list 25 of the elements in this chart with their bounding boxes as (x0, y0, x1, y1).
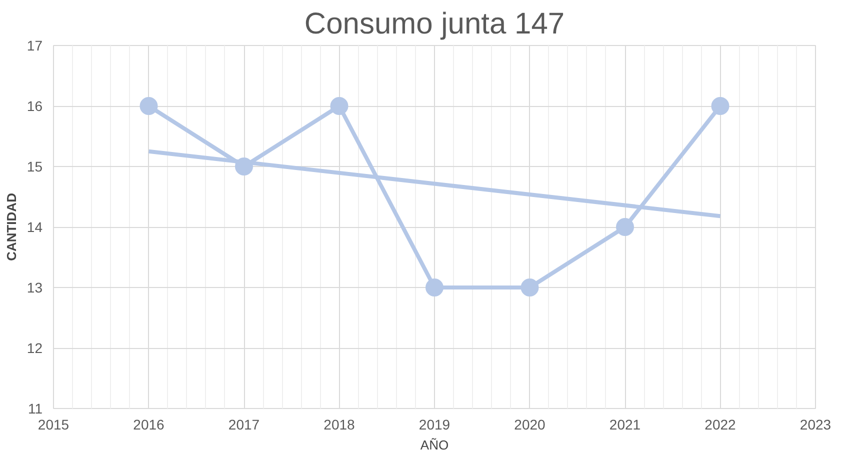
y-tick-label: 17 (26, 38, 43, 54)
point (426, 278, 444, 296)
point (520, 278, 539, 296)
x-tick-label: 2021 (609, 416, 641, 432)
y-tick-label: 11 (28, 400, 43, 416)
point (140, 97, 158, 115)
x-tick-label: 2020 (514, 416, 546, 432)
chart-title: Consumo junta 147 (304, 8, 565, 40)
x-tick-label: 2016 (133, 416, 165, 432)
x-tick-label: 2023 (800, 416, 832, 432)
y-tick-label: 14 (26, 219, 43, 235)
x-tick-label: 2019 (418, 416, 450, 432)
point (330, 97, 348, 115)
y-axis-title: CANTIDAD (4, 193, 19, 261)
y-tick-label: 12 (26, 340, 43, 356)
x-tick-label: 2018 (324, 416, 356, 432)
x-tick-label: 2017 (228, 416, 260, 432)
x-tick-label: 2022 (704, 416, 736, 432)
y-tick-label: 16 (26, 98, 43, 114)
point (711, 97, 730, 115)
y-tick-label: 15 (26, 158, 43, 174)
x-axis-title: AÑO (420, 438, 449, 452)
y-tick-label: 13 (26, 280, 43, 296)
point (616, 218, 634, 236)
x-tick-label: 2015 (38, 416, 70, 432)
